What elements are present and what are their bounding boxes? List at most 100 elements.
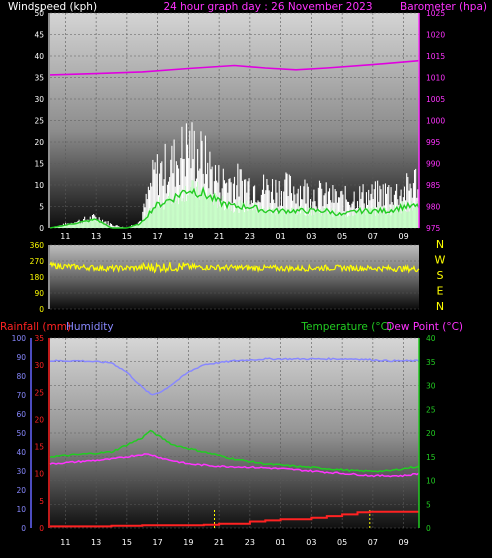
- temperature-time-tick-label: 13: [91, 538, 101, 547]
- compass-label: N: [436, 300, 444, 313]
- direction-tick-labels: 0 90 180 270 360: [30, 241, 45, 314]
- temperature-tick-label: 25: [426, 405, 436, 414]
- rainfall-line: [50, 510, 419, 528]
- barometer-tick-label: 1000: [426, 117, 445, 126]
- wind-time-tick-label: 13: [91, 232, 101, 241]
- temperature-time-tick-label: 09: [399, 538, 409, 547]
- wind-time-tick-labels: 11 13 15 17 19 21 23 01 03 05 07 09: [60, 232, 408, 241]
- compass-label: W: [435, 254, 446, 267]
- temperature-time-tick-labels: 11 13 15 17 19 21 23 01 03 05 07 09: [60, 538, 408, 547]
- humidity-tick-label: 90: [16, 353, 26, 362]
- wind-direction-line: [49, 261, 420, 274]
- rain-reset-markers: [214, 510, 371, 528]
- rainfall-axis-label: Rainfall (mm): [0, 321, 71, 333]
- windspeed-tick-label: 20: [34, 138, 44, 147]
- windspeed-axis-label: Windspeed (kph): [8, 1, 97, 13]
- average-wind-fill: [49, 180, 420, 229]
- rainfall-tick-label: 20: [34, 415, 44, 424]
- dewpoint-axis-label: Dew Point (°C): [386, 321, 463, 333]
- compass-label: S: [437, 269, 444, 282]
- temperature-tick-label: 5: [426, 500, 431, 509]
- temperature-tick-label: 15: [426, 453, 436, 462]
- temperature-tick-labels: 0 5 10 15 20 25 30 35 40: [426, 334, 436, 533]
- wind-time-tick-label: 11: [60, 232, 70, 241]
- temperature-tick-label: 30: [426, 382, 436, 391]
- humidity-tick-label: 100: [12, 334, 27, 343]
- humidity-line: [49, 357, 420, 396]
- barometer-tick-label: 985: [426, 181, 441, 190]
- graph-title: 24 hour graph day : 26 November 2023: [163, 1, 372, 13]
- windspeed-tick-label: 0: [39, 224, 44, 233]
- temperature-time-tick-label: 17: [153, 538, 163, 547]
- direction-tick-label: 180: [30, 273, 45, 282]
- rainfall-tick-label: 25: [34, 388, 44, 397]
- temperature-panel-lines: [49, 357, 420, 528]
- temperature-time-tick-label: 11: [60, 538, 70, 547]
- humidity-tick-label: 0: [21, 524, 26, 533]
- compass-label: E: [437, 285, 444, 298]
- windspeed-tick-label: 30: [34, 95, 44, 104]
- rainfall-tick-label: 30: [34, 361, 44, 370]
- direction-tick-label: 270: [30, 257, 45, 266]
- temperature-axis-label: Temperature (°C): [300, 321, 392, 333]
- humidity-tick-label: 70: [16, 391, 26, 400]
- compass-label: N: [436, 238, 444, 251]
- direction-tick-label: 0: [39, 305, 44, 314]
- wind-time-tick-label: 03: [306, 232, 316, 241]
- barometer-tick-label: 975: [426, 224, 441, 233]
- barometer-tick-label: 980: [426, 203, 441, 212]
- temperature-time-tick-label: 21: [214, 538, 224, 547]
- barometer-tick-label: 1020: [426, 31, 445, 40]
- humidity-tick-labels: 0 10 20 30 40 50 60 70 80 90 100: [12, 334, 27, 533]
- barometer-axis-label: Barometer (hpa): [400, 1, 487, 13]
- temperature-time-tick-label: 15: [122, 538, 132, 547]
- wind-time-tick-label: 17: [153, 232, 163, 241]
- dew-point-line: [49, 453, 420, 478]
- rainfall-tick-label: 35: [34, 334, 44, 343]
- temperature-tick-label: 0: [426, 524, 431, 533]
- temperature-tick-label: 35: [426, 358, 436, 367]
- temperature-time-tick-label: 03: [306, 538, 316, 547]
- rainfall-tick-labels: 0 5 10 15 20 25 30 35: [34, 334, 44, 533]
- barometer-tick-label: 990: [426, 160, 441, 169]
- wind-time-tick-label: 07: [368, 232, 378, 241]
- humidity-tick-label: 20: [16, 486, 26, 495]
- rainfall-tick-label: 15: [34, 443, 44, 452]
- windspeed-tick-label: 50: [34, 9, 44, 18]
- wind-direction-series-line: [49, 261, 420, 274]
- temperature-time-tick-label: 23: [245, 538, 255, 547]
- windspeed-tick-label: 35: [34, 74, 44, 83]
- humidity-tick-label: 30: [16, 467, 26, 476]
- wind-time-tick-label: 23: [245, 232, 255, 241]
- humidity-tick-label: 40: [16, 448, 26, 457]
- temperature-line: [49, 429, 420, 473]
- windspeed-tick-label: 40: [34, 52, 44, 61]
- wind-time-tick-label: 15: [122, 232, 132, 241]
- windspeed-tick-label: 10: [34, 181, 44, 190]
- windspeed-tick-label: 25: [34, 117, 44, 126]
- windspeed-tick-label: 5: [39, 203, 44, 212]
- barometer-tick-label: 1025: [426, 9, 445, 18]
- humidity-tick-label: 60: [16, 410, 26, 419]
- humidity-tick-label: 80: [16, 372, 26, 381]
- barometer-tick-label: 1015: [426, 52, 445, 61]
- temperature-time-tick-label: 05: [337, 538, 347, 547]
- barometer-tick-labels: 975 980 985 990 995 1000 1005 1010 1015 1020 1025: [426, 9, 445, 233]
- humidity-tick-label: 50: [16, 429, 26, 438]
- barometer-tick-label: 995: [426, 138, 441, 147]
- humidity-axis-label: Humidity: [66, 321, 114, 333]
- wind-time-tick-label: 19: [183, 232, 193, 241]
- temperature-tick-label: 40: [426, 334, 436, 343]
- windspeed-tick-labels: 0 5 10 15 20 25 30 35 40 45 50: [34, 9, 44, 233]
- temperature-time-tick-label: 19: [183, 538, 193, 547]
- windspeed-tick-label: 15: [34, 160, 44, 169]
- humidity-tick-label: 10: [16, 505, 26, 514]
- direction-tick-label: 90: [34, 289, 44, 298]
- rainfall-tick-label: 10: [34, 470, 44, 479]
- barometer-tick-label: 1005: [426, 95, 445, 104]
- windspeed-tick-label: 45: [34, 31, 44, 40]
- barometer-line: [49, 59, 420, 76]
